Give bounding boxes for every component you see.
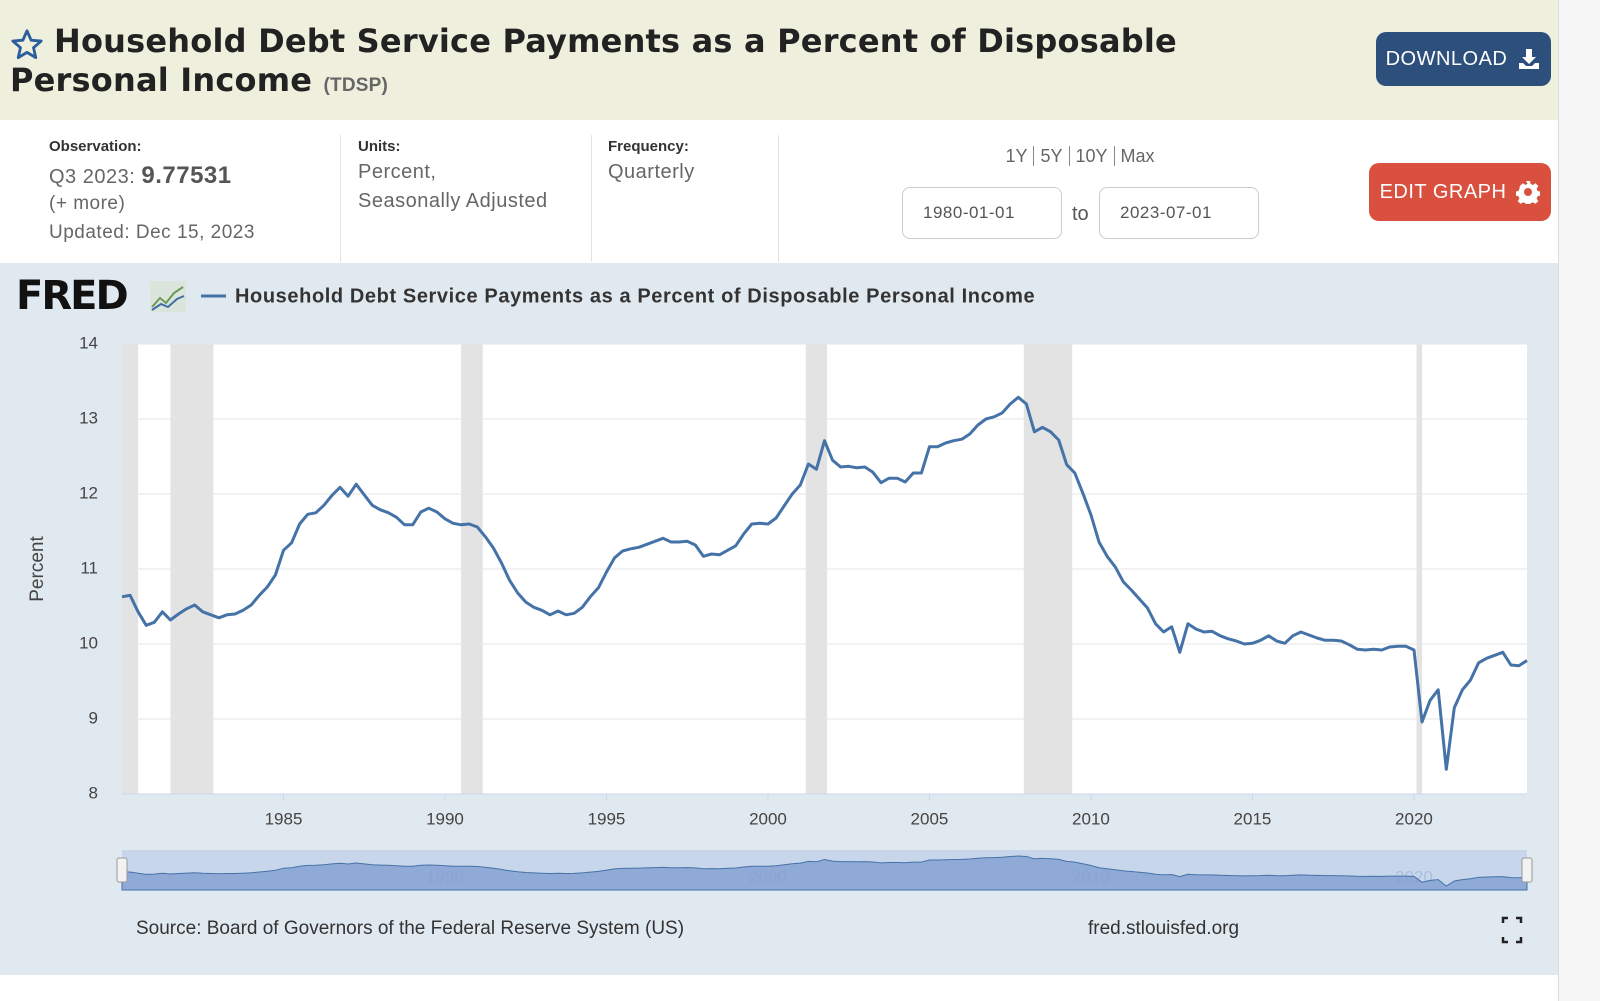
x-tick-label: 1990 bbox=[426, 809, 464, 828]
x-tick-label: 2020 bbox=[1395, 809, 1433, 828]
x-tick-label: 2000 bbox=[749, 809, 787, 828]
frequency: Quarterly bbox=[608, 161, 695, 183]
legend-label: Household Debt Service Payments as a Per… bbox=[235, 285, 1035, 307]
chart: FRED Percent Source: Board of Governors … bbox=[0, 263, 1558, 975]
y-tick-label: 12 bbox=[79, 483, 98, 502]
fred-logo: FRED bbox=[16, 273, 127, 319]
series-id: (TDSP) bbox=[323, 75, 389, 96]
units-line: Percent, bbox=[358, 161, 437, 183]
y-tick-label: 10 bbox=[79, 633, 98, 652]
download-icon bbox=[1519, 49, 1540, 69]
y-tick-label: 14 bbox=[79, 333, 98, 352]
source: Source: Board of Governors of the Federa… bbox=[136, 918, 684, 939]
data-line bbox=[121, 395, 1528, 771]
header bbox=[0, 0, 1558, 120]
units-label: Units: bbox=[358, 138, 401, 155]
window-edge bbox=[1558, 0, 1600, 1001]
site[interactable]: fred.stlouisfed.org bbox=[1088, 918, 1239, 939]
range-link[interactable]: Max bbox=[1113, 146, 1161, 166]
x-tick-label: 2015 bbox=[1234, 809, 1272, 828]
x-tick-label: 2005 bbox=[911, 809, 949, 828]
observation-label: Observation: bbox=[49, 138, 142, 155]
y-tick-label: 9 bbox=[89, 708, 98, 727]
navigator-handle[interactable] bbox=[1521, 857, 1533, 883]
divider bbox=[591, 135, 592, 262]
edit-graph-label: EDIT GRAPH bbox=[1379, 180, 1507, 203]
download-button[interactable]: DOWNLOAD bbox=[1376, 32, 1551, 86]
fullscreen-icon[interactable] bbox=[1501, 916, 1523, 944]
divider bbox=[340, 135, 341, 262]
favorite-star[interactable] bbox=[10, 28, 44, 62]
x-tick-label: 1985 bbox=[265, 809, 303, 828]
more-link[interactable]: (+ more) bbox=[49, 193, 126, 214]
range-link[interactable]: 1Y bbox=[1005, 146, 1028, 166]
divider bbox=[778, 135, 779, 262]
y-tick-label: 8 bbox=[89, 783, 98, 802]
range-link[interactable]: 5Y bbox=[1033, 146, 1069, 166]
end-date[interactable]: 2023-07-01 bbox=[1099, 187, 1259, 239]
observation: Q3 2023: 9.77531 bbox=[49, 162, 232, 190]
updated: Updated: Dec 15, 2023 bbox=[49, 222, 255, 243]
x-tick-label: 2010 bbox=[1072, 809, 1110, 828]
to-label: to bbox=[1072, 203, 1089, 225]
logo-icon bbox=[150, 281, 186, 312]
navigator-handle[interactable] bbox=[116, 857, 128, 883]
navigator-area bbox=[121, 855, 1528, 891]
observation-value: 9.77531 bbox=[141, 162, 232, 189]
observation-period: Q3 2023: bbox=[49, 166, 136, 188]
y-axis-title: Percent bbox=[27, 536, 48, 602]
units-line: Seasonally Adjusted bbox=[358, 190, 548, 212]
page-title: Household Debt Service Payments as a Per… bbox=[10, 22, 1330, 100]
range-link[interactable]: 10Y bbox=[1068, 146, 1114, 166]
range-links: 1Y 5Y 10Y Max bbox=[960, 146, 1200, 167]
title-text: Household Debt Service Payments as a Per… bbox=[10, 22, 1177, 99]
x-tick-label: 1995 bbox=[588, 809, 626, 828]
start-date[interactable]: 1980-01-01 bbox=[902, 187, 1062, 239]
gear-icon bbox=[1516, 181, 1541, 204]
frequency-label: Frequency: bbox=[608, 138, 689, 155]
y-tick-label: 13 bbox=[79, 408, 98, 427]
y-tick-label: 11 bbox=[80, 558, 98, 577]
edit-graph-button[interactable]: EDIT GRAPH bbox=[1369, 163, 1551, 221]
download-label: DOWNLOAD bbox=[1385, 47, 1508, 70]
